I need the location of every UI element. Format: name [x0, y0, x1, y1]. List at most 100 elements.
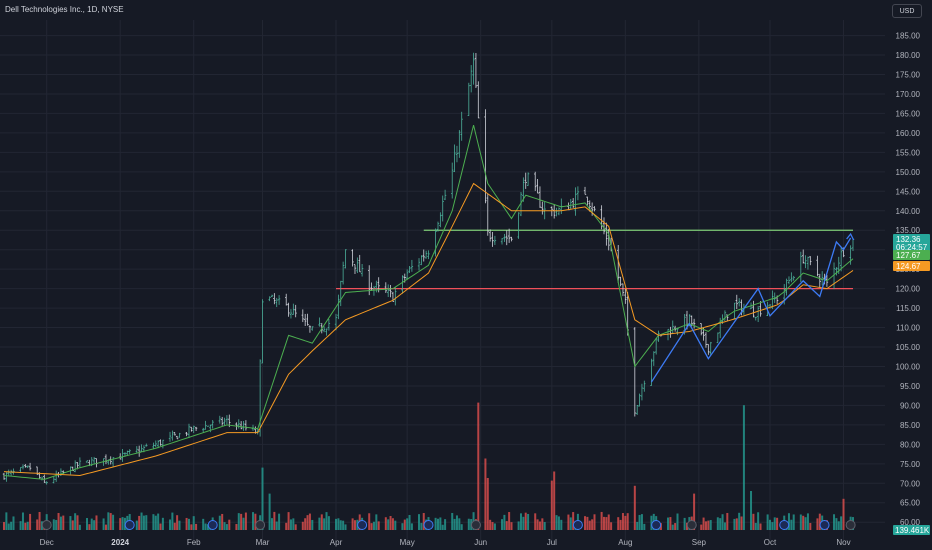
- price-tag-label: 127.67: [896, 251, 921, 260]
- currency-button[interactable]: USD: [892, 4, 922, 18]
- time-axis-label: Dec: [40, 538, 54, 547]
- volume-bar: [543, 522, 546, 530]
- volume-bar: [410, 523, 413, 530]
- volume-bar: [669, 517, 672, 530]
- volume-bar: [610, 522, 613, 530]
- volume-bar: [555, 515, 558, 530]
- volume-bar: [434, 517, 437, 530]
- volume-bar: [138, 515, 141, 530]
- volume-bar: [242, 517, 245, 530]
- price-axis-label: 145.00: [896, 187, 921, 196]
- volume-bar: [90, 518, 93, 530]
- volume-bar: [121, 517, 124, 530]
- price-tag-bg: [893, 250, 930, 260]
- volume-tag-label: 139.461K: [895, 526, 930, 535]
- volume-bar: [787, 513, 790, 530]
- volume-bar: [38, 511, 41, 530]
- volume-bar: [185, 517, 188, 530]
- price-axis-label: 100.00: [896, 362, 921, 371]
- volume-bar: [10, 521, 13, 530]
- volume-bar: [59, 516, 62, 530]
- volume-bar: [204, 523, 207, 530]
- price-tag-label: 124.67: [896, 262, 921, 271]
- dividend-icon: [651, 520, 662, 530]
- volume-bar: [477, 402, 480, 530]
- volume-bar: [192, 516, 195, 530]
- time-axis-label: Apr: [330, 538, 343, 547]
- volume-bar: [237, 513, 240, 530]
- time-axis[interactable]: Dec 2024 Feb Mar Apr May Jun Jul Aug Sep Oct Nov: [40, 538, 851, 547]
- pattern-drawing[interactable]: [650, 232, 855, 383]
- volume-bar: [768, 519, 771, 530]
- volume-bar: [55, 519, 58, 530]
- earnings-icon: [845, 520, 856, 530]
- price-axis-label: 170.00: [896, 90, 921, 99]
- volume-bar: [621, 513, 624, 530]
- volume-bar: [508, 512, 511, 530]
- volume-bar: [353, 520, 356, 530]
- volume-bar: [458, 518, 461, 530]
- volume-bar: [840, 516, 843, 530]
- volume-bar: [816, 518, 819, 530]
- volume-bar: [109, 513, 112, 530]
- grid-lines: [0, 20, 885, 540]
- volume-bar: [171, 512, 174, 530]
- volume-bar: [467, 518, 470, 530]
- volume-bar: [842, 498, 845, 530]
- price-axis[interactable]: 60.00 65.00 70.00 75.00 80.00 85.00 90.00 95.00…: [896, 32, 921, 528]
- volume-bar: [605, 517, 608, 530]
- volume-bar: [339, 520, 342, 530]
- volume-bar: [278, 513, 281, 530]
- volume-bar: [510, 522, 513, 530]
- volume-bar: [403, 519, 406, 530]
- event-markers[interactable]: [41, 520, 856, 530]
- volume-bar: [541, 518, 544, 530]
- volume-bar: [240, 513, 243, 530]
- time-axis-label: Mar: [256, 538, 270, 547]
- volume-bar: [86, 518, 89, 530]
- volume-bar: [12, 516, 15, 530]
- price-axis-label: 110.00: [896, 324, 920, 333]
- time-axis-label: Jun: [474, 538, 487, 547]
- price-axis-label: 95.00: [900, 382, 921, 391]
- volume-bar: [420, 522, 423, 530]
- volume-bar: [738, 512, 741, 530]
- volume-bar: [455, 515, 458, 530]
- volume-bar: [218, 515, 221, 530]
- volume-bar: [154, 515, 157, 530]
- volume-bar: [792, 514, 795, 530]
- price-axis-label: 75.00: [900, 460, 921, 469]
- volume-bar: [389, 516, 392, 530]
- volume-bar: [833, 514, 836, 530]
- volume-bar: [517, 521, 520, 530]
- volume-bar: [757, 512, 760, 530]
- horizontal-levels[interactable]: [336, 229, 853, 290]
- price-tag-bg: [893, 261, 930, 271]
- price-axis-label: 180.00: [896, 51, 921, 60]
- volume-bar: [401, 523, 404, 530]
- pattern-arrowhead: [846, 232, 855, 241]
- volume-bar: [335, 518, 338, 530]
- volume-bar: [550, 480, 553, 530]
- volume-bar: [36, 519, 39, 530]
- volume-bar: [202, 518, 205, 530]
- volume-bar: [337, 518, 340, 530]
- time-axis-label: Oct: [764, 538, 777, 547]
- earnings-icon: [255, 520, 266, 530]
- volume-bar: [301, 521, 304, 530]
- price-axis-label: 160.00: [896, 129, 921, 138]
- chart-title: Dell Technologies Inc., 1D, NYSE: [5, 5, 124, 14]
- dividend-icon: [357, 520, 368, 530]
- volume-bar: [29, 513, 32, 530]
- price-axis-label: 185.00: [896, 32, 921, 41]
- volume-bar: [140, 512, 143, 530]
- volume-bar: [527, 513, 530, 530]
- volume-tag-bg: [893, 525, 930, 535]
- volume-bar: [818, 513, 821, 530]
- price-axis-label: 120.00: [896, 285, 921, 294]
- volume-bar: [638, 514, 641, 530]
- price-axis-label: 140.00: [896, 207, 921, 216]
- volume-bar: [726, 512, 729, 530]
